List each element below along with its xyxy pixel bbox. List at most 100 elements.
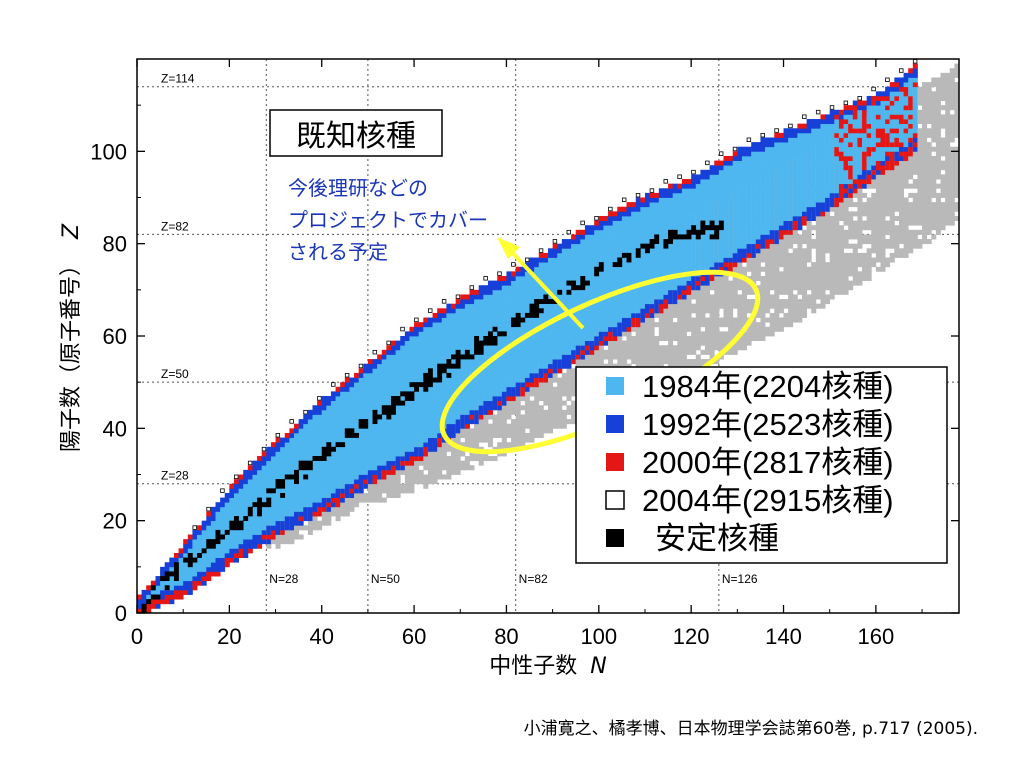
known-nuclide-cell: [358, 372, 364, 378]
known-nuclide-cell: [354, 409, 360, 415]
known-nuclide-cell: [414, 349, 420, 355]
known-nuclide-cell: [621, 294, 627, 300]
known-nuclide-cell: [294, 451, 300, 457]
predicted-cell: [543, 428, 549, 434]
known-nuclide-cell: [446, 312, 452, 318]
predicted-cell: [709, 285, 715, 291]
known-nuclide-cell: [386, 345, 392, 351]
predicted-cell: [492, 423, 498, 429]
known-nuclide-cell: [210, 511, 216, 517]
known-nuclide-cell: [381, 469, 387, 475]
predicted-cell: [714, 275, 720, 281]
known-nuclide-cell: [358, 428, 364, 434]
known-nuclide-cell: [330, 456, 336, 462]
known-nuclide-cell: [741, 183, 747, 189]
known-nuclide-cell: [390, 423, 397, 429]
predicted-cell: [289, 534, 295, 540]
known-nuclide-cell: [414, 377, 420, 383]
known-nuclide-cell: [668, 206, 674, 212]
known-nuclide-cell: [534, 289, 540, 295]
known-nuclide-cell: [487, 391, 493, 397]
known-nuclide-cell: [395, 460, 401, 466]
known-nuclide-cell: [751, 146, 757, 152]
known-nuclide-cell: [598, 331, 604, 337]
known-nuclide-cell: [270, 483, 276, 489]
predicted-cell: [354, 492, 360, 498]
known-nuclide-cell: [340, 488, 346, 494]
known-nuclide-cell: [640, 202, 646, 208]
known-nuclide-cell: [432, 345, 438, 351]
known-nuclide-cell: [261, 460, 267, 466]
known-nuclide-cell: [575, 349, 581, 355]
known-nuclide-cell: [455, 428, 461, 434]
known-nuclide-cell: [294, 483, 300, 489]
known-nuclide-cell: [760, 211, 766, 217]
predicted-cell: [446, 460, 452, 466]
known-nuclide-cell: [705, 183, 711, 189]
known-nuclide-cell: [469, 326, 475, 332]
known-nuclide-cell: [390, 432, 397, 438]
predicted-cell: [566, 391, 572, 397]
predicted-cell: [469, 432, 475, 438]
known-nuclide-cell: [252, 497, 258, 503]
known-nuclide-cell: [709, 215, 715, 221]
known-nuclide-cell: [575, 248, 581, 254]
known-nuclide-cell: [686, 252, 692, 258]
predicted-cell: [686, 363, 692, 369]
known-nuclide-cell: [386, 396, 392, 402]
known-nuclide-cell: [589, 275, 595, 281]
known-nuclide-cell: [608, 308, 614, 314]
known-nuclide-cell: [548, 372, 554, 378]
predicted-cell: [723, 308, 729, 314]
predicted-cell: [557, 377, 563, 383]
known-nuclide-cell: [284, 492, 290, 498]
known-nuclide-cell: [677, 262, 683, 268]
known-nuclide-cell: [681, 202, 687, 208]
known-nuclide-cell: [663, 220, 669, 226]
known-nuclide-cell: [414, 446, 420, 452]
known-nuclide-cell: [247, 534, 253, 540]
known-nuclide-cell: [377, 386, 383, 392]
known-nuclide-cell: [644, 192, 650, 198]
known-nuclide-cell: [150, 589, 156, 595]
known-nuclide-cell: [700, 192, 706, 198]
known-nuclide-cell: [497, 391, 503, 397]
known-nuclide-cell: [732, 262, 738, 268]
known-nuclide-cell: [183, 552, 189, 558]
known-nuclide-cell: [432, 312, 438, 318]
predicted-cell: [677, 326, 683, 332]
known-nuclide-cell: [303, 511, 309, 517]
known-nuclide-cell: [270, 516, 276, 522]
predicted-cell: [663, 345, 669, 351]
known-nuclide-cell: [317, 511, 323, 517]
known-nuclide-cell: [571, 262, 577, 268]
predicted-cell: [663, 312, 669, 318]
known-nuclide-cell: [358, 465, 364, 471]
known-nuclide-cell: [354, 451, 360, 457]
known-nuclide-cell: [233, 483, 239, 489]
known-nuclide-cell: [312, 419, 318, 425]
known-nuclide-cell: [760, 160, 766, 166]
known-nuclide-cell: [557, 340, 563, 346]
known-nuclide-cell: [400, 414, 406, 420]
known-nuclide-cell: [298, 488, 304, 494]
known-nuclide-cell: [289, 460, 295, 466]
known-nuclide-cell: [294, 492, 300, 498]
known-nuclide-cell: [635, 322, 641, 328]
predicted-cell: [566, 377, 572, 383]
known-nuclide-cell: [635, 234, 641, 240]
predicted-cell: [672, 303, 678, 309]
known-nuclide-cell: [603, 239, 609, 245]
known-nuclide-cell: [294, 460, 300, 466]
known-nuclide-cell: [451, 303, 457, 309]
known-nuclide-cell: [284, 479, 290, 485]
known-nuclide-cell: [247, 469, 253, 475]
known-nuclide-cell: [423, 405, 429, 411]
known-nuclide-cell: [404, 340, 410, 346]
known-nuclide-cell: [672, 188, 678, 194]
known-nuclide-cell: [598, 234, 604, 240]
predicted-cell: [464, 442, 470, 448]
known-nuclide-cell: [224, 562, 230, 568]
predicted-cell: [668, 317, 674, 323]
known-nuclide-cell: [418, 372, 424, 378]
